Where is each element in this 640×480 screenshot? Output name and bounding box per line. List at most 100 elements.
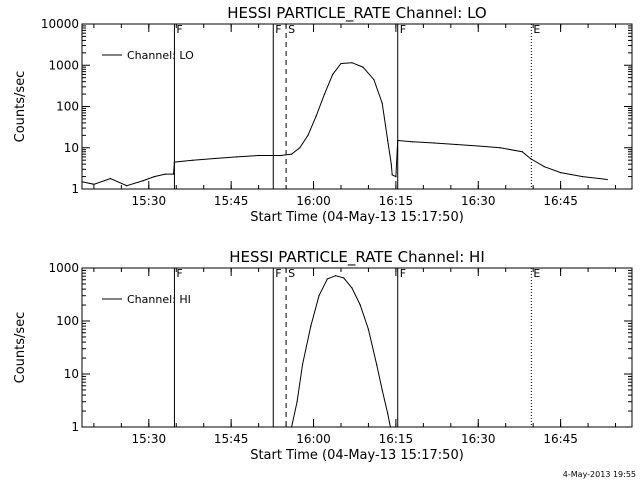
data-point	[477, 145, 479, 147]
y-tick-label: 1000	[48, 58, 79, 72]
data-point	[214, 157, 216, 160]
flag-label-f: F	[400, 267, 406, 280]
data-point	[362, 66, 364, 68]
data-point	[291, 153, 293, 155]
hi-legend-label: Channel: HI	[127, 293, 191, 306]
hi-x-axis-label: Start Time (04-May-13 15:17:50)	[250, 448, 464, 463]
data-point	[332, 73, 334, 75]
data-point	[455, 143, 457, 146]
data-point	[258, 154, 260, 157]
data-point	[291, 426, 293, 428]
data-point	[351, 62, 353, 64]
data-point	[109, 177, 111, 180]
lo-legend-label: Channel: LO	[127, 49, 194, 62]
data-point	[153, 176, 155, 178]
data-point	[390, 163, 392, 165]
data-point	[173, 161, 175, 163]
data-point	[307, 134, 309, 136]
data-point	[334, 275, 337, 277]
y-tick-label: 100	[56, 314, 79, 328]
flag-label-e: E	[533, 267, 540, 280]
data-point	[310, 325, 312, 327]
data-point	[192, 159, 194, 161]
data-point	[381, 389, 383, 391]
lo-y-axis-label: Counts/sec	[13, 71, 28, 143]
data-point	[582, 176, 584, 178]
data-point	[359, 304, 361, 306]
x-tick-label: 15:30	[132, 194, 167, 208]
data-point	[367, 328, 369, 330]
data-point	[301, 364, 304, 366]
data-point	[340, 62, 342, 65]
flag-label-f: F	[275, 267, 281, 280]
data-point	[296, 401, 298, 403]
x-tick-label: 16:30	[461, 432, 496, 446]
flag-label-f: F	[275, 23, 281, 36]
lo-x-axis-label: Start Time (04-May-13 15:17:50)	[250, 210, 464, 225]
y-tick-label: 100	[56, 100, 79, 114]
data-point	[315, 115, 317, 117]
y-tick-label: 1	[71, 182, 79, 196]
data-point	[142, 180, 144, 182]
x-tick-label: 16:15	[379, 194, 414, 208]
hi-chart-title: HESSI PARTICLE_RATE Channel: HI	[229, 248, 485, 267]
flag-label-f: F	[176, 267, 182, 280]
plot-frame	[81, 267, 633, 428]
y-tick-label: 1	[71, 420, 79, 434]
data-point	[529, 157, 532, 160]
data-point	[164, 173, 166, 175]
data-point	[236, 156, 238, 158]
data-point	[299, 147, 301, 149]
x-tick-label: 16:00	[296, 194, 331, 208]
y-tick-label: 1000	[48, 261, 79, 275]
x-tick-label: 16:30	[461, 194, 496, 208]
data-point	[126, 185, 128, 187]
data-point	[387, 139, 389, 142]
data-point	[411, 141, 413, 143]
data-point	[373, 79, 375, 81]
flag-label-s: S	[288, 267, 295, 280]
series-line	[291, 275, 391, 428]
data-point	[499, 147, 501, 149]
hi-channel-panel: HESSI PARTICLE_RATE Channel: HI Start Ti…	[13, 248, 633, 463]
data-point	[397, 139, 399, 142]
y-tick-label: 10	[64, 141, 79, 155]
lo-chart-title: HESSI PARTICLE_RATE Channel: LO	[227, 4, 486, 23]
data-point	[381, 102, 383, 104]
y-tick-label: 10	[64, 367, 79, 381]
x-tick-label: 16:45	[543, 194, 578, 208]
data-point	[598, 177, 600, 180]
data-point	[606, 178, 608, 181]
data-point	[81, 181, 83, 183]
data-point	[560, 172, 562, 174]
data-point	[172, 173, 175, 175]
x-tick-label: 16:00	[296, 432, 331, 446]
flag-label-f: F	[176, 23, 182, 36]
flag-label-s: S	[288, 23, 295, 36]
data-point	[395, 176, 397, 178]
data-point	[280, 154, 282, 157]
hi-y-axis-label: Counts/sec	[13, 312, 28, 384]
series-line	[81, 62, 608, 187]
data-point	[543, 166, 545, 168]
data-point	[376, 364, 378, 366]
data-point	[433, 142, 435, 144]
x-tick-label: 15:45	[214, 194, 249, 208]
x-tick-label: 16:15	[379, 432, 414, 446]
data-point	[326, 278, 328, 280]
flag-label-f: F	[400, 23, 406, 36]
data-point	[351, 287, 353, 289]
x-tick-label: 16:45	[543, 432, 578, 446]
data-point	[389, 426, 391, 428]
x-tick-label: 15:30	[132, 432, 167, 446]
data-point	[323, 93, 326, 95]
data-point	[387, 412, 389, 415]
data-point	[343, 277, 345, 279]
footer-timestamp: 4-May-2013 19:55	[563, 470, 636, 479]
flag-label-e: E	[533, 23, 540, 36]
data-point	[521, 151, 523, 153]
data-point	[93, 183, 95, 185]
data-point	[391, 174, 393, 176]
x-tick-label: 15:45	[214, 432, 249, 446]
